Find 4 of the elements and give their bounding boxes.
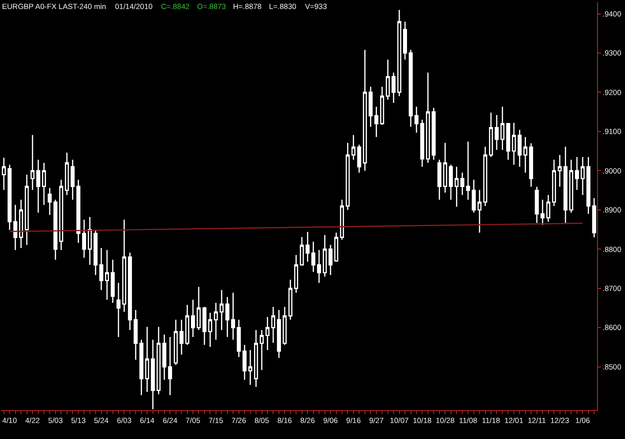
candlestick: [48, 187, 52, 216]
candlestick: [24, 174, 29, 246]
candlestick: [110, 259, 115, 304]
candlestick: [30, 134, 35, 191]
